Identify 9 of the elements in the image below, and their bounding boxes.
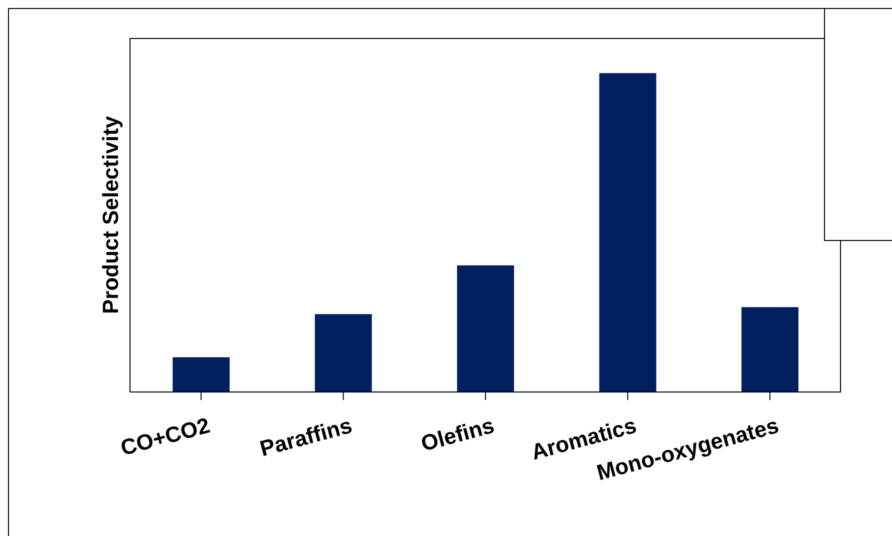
bar	[741, 307, 798, 392]
x-tick-label: Paraffins	[257, 412, 355, 462]
bar	[172, 357, 230, 392]
x-tick-label: CO+CO2	[118, 412, 212, 460]
y-axis-title: Product Selectivity	[98, 115, 123, 314]
x-tick-label: Olefins	[418, 412, 497, 456]
bar	[314, 314, 372, 392]
bar	[457, 265, 514, 392]
bar	[599, 73, 656, 392]
